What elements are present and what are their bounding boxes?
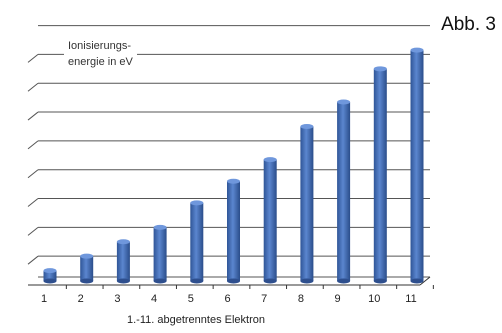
bar-cap — [337, 99, 351, 105]
bar-cap — [410, 47, 424, 53]
y-axis-label-line2: energie in eV — [68, 56, 133, 68]
bar-foot — [410, 278, 424, 284]
x-axis-label: 1.-11. abgetrenntes Elektron — [127, 314, 265, 326]
bar-5 — [190, 200, 204, 284]
bar-3 — [116, 239, 130, 284]
bar-cap — [190, 200, 204, 206]
bar-1 — [43, 268, 57, 284]
x-tick-label: 7 — [261, 293, 267, 305]
bar-cap — [116, 239, 130, 245]
grid-line-slant — [27, 226, 39, 236]
bar-body — [373, 68, 387, 281]
bar-foot — [80, 278, 94, 284]
bar-foot — [300, 278, 314, 284]
x-tick-label: 11 — [405, 293, 416, 305]
grid-line-slant — [27, 54, 39, 63]
floor-side-line — [419, 276, 431, 286]
bar-4 — [153, 224, 167, 284]
bar-foot — [43, 278, 57, 284]
bar-cap — [373, 66, 387, 72]
x-tick-label: 3 — [114, 293, 120, 305]
bar-foot — [227, 278, 240, 284]
grid-line-slant — [27, 169, 39, 179]
bar-body — [300, 126, 314, 282]
bar-8 — [300, 123, 314, 284]
bar-foot — [263, 278, 277, 284]
bar-10 — [373, 66, 387, 284]
bar-cap — [153, 224, 167, 230]
bar-7 — [263, 157, 277, 284]
x-tick-label: 2 — [78, 293, 84, 305]
x-tick-label: 5 — [188, 293, 194, 305]
grid-line-slant — [27, 255, 39, 265]
bar-foot — [337, 278, 351, 284]
bar-11 — [410, 47, 424, 284]
y-axis-label: Ionisierungs- energie in eV — [64, 38, 137, 70]
bar-cap — [43, 268, 57, 274]
bar-body — [116, 241, 130, 281]
bar-body — [190, 202, 204, 281]
grid-line-slant — [27, 140, 39, 150]
bar-foot — [116, 278, 130, 284]
x-tick-label: 10 — [368, 293, 380, 305]
x-tick-label: 1 — [41, 293, 47, 305]
bar-foot — [373, 278, 387, 284]
bar-body — [263, 159, 277, 281]
bar-body — [410, 50, 424, 282]
x-tick-label: 9 — [335, 293, 341, 305]
x-tick-labels: 1 2 3 4 5 6 7 8 9 10 11 — [41, 285, 434, 305]
bar-9 — [337, 99, 351, 284]
figure-label: Abb. 3 — [441, 14, 496, 35]
bar-foot — [190, 278, 204, 284]
bar-foot — [153, 278, 167, 284]
bar-cap — [80, 253, 94, 259]
grid-line-slant — [27, 111, 39, 121]
grid-line-slant — [27, 198, 39, 207]
bar-body — [80, 256, 94, 281]
bar-body — [43, 270, 57, 281]
bars — [43, 47, 424, 284]
bar-2 — [80, 253, 94, 284]
bar-6 — [227, 178, 240, 284]
bar-body — [227, 181, 240, 281]
bar-body — [337, 101, 351, 282]
x-tick-label: 8 — [298, 293, 304, 305]
bar-cap — [227, 178, 240, 184]
bar-cap — [300, 123, 314, 129]
bar-cap — [263, 157, 277, 163]
x-tick-label: 6 — [224, 293, 230, 305]
y-axis-label-line1: Ionisierungs- — [68, 40, 131, 52]
bar-body — [153, 227, 167, 281]
x-tick-label: 4 — [151, 293, 157, 305]
grid-line-slant — [27, 82, 39, 92]
